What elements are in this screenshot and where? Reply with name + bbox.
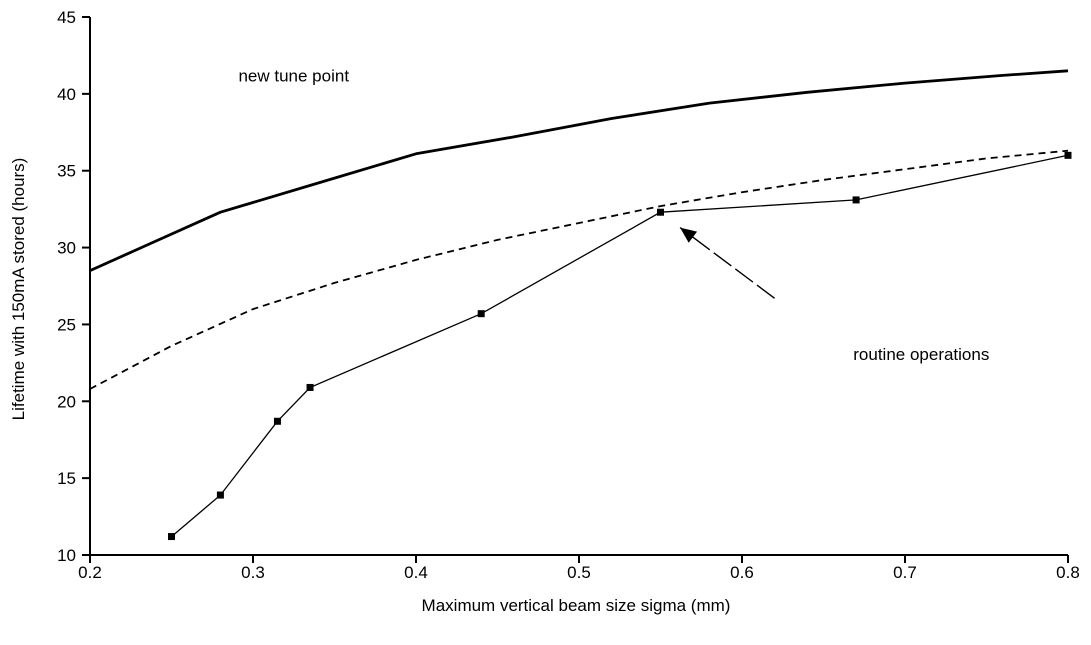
series-3-line: [171, 154, 1069, 538]
data-point-marker: [306, 383, 314, 391]
arrow-head: [680, 227, 698, 243]
arrow-shaft: [679, 227, 776, 299]
y-tick-label: 40: [57, 85, 76, 104]
x-axis-title: Maximum vertical beam size sigma (mm): [422, 596, 731, 615]
data-point-marker: [168, 533, 175, 541]
series-1-line: [89, 69, 1069, 272]
x-tick-label: 0.3: [241, 563, 265, 582]
x-tick-label: 0.5: [567, 563, 591, 582]
y-tick-label: 10: [57, 546, 76, 565]
series-2-line: [89, 149, 1069, 390]
data-point-marker: [1064, 151, 1072, 159]
annotation-routine-operations: routine operations: [853, 345, 989, 364]
y-tick-label: 35: [57, 162, 76, 181]
data-point-marker: [216, 491, 224, 499]
x-tick-label: 0.7: [893, 563, 917, 582]
y-axis-title: Lifetime with 150mA stored (hours): [9, 158, 28, 421]
y-tick-label: 25: [57, 315, 76, 334]
data-point-marker: [657, 208, 664, 216]
annotation-new-tune-point: new tune point: [238, 67, 349, 86]
x-tick-label: 0.8: [1056, 563, 1080, 582]
y-tick-label: 30: [57, 239, 76, 258]
data-point-marker: [477, 310, 485, 318]
plot-area: [89, 69, 1072, 541]
y-tick-label: 45: [57, 8, 76, 27]
x-tick-label: 0.2: [78, 563, 102, 582]
y-tick-label: 15: [57, 469, 76, 488]
y-axis-ticks: 10 15 20 25 30 35 40 45: [57, 8, 90, 565]
x-tick-label: 0.4: [404, 563, 428, 582]
y-tick-label: 20: [57, 392, 76, 411]
data-point-marker: [273, 417, 281, 425]
data-point-marker: [852, 196, 860, 204]
x-tick-label: 0.6: [730, 563, 754, 582]
x-axis-ticks: 0.2 0.3 0.4 0.5 0.6 0.7 0.8: [78, 555, 1080, 582]
